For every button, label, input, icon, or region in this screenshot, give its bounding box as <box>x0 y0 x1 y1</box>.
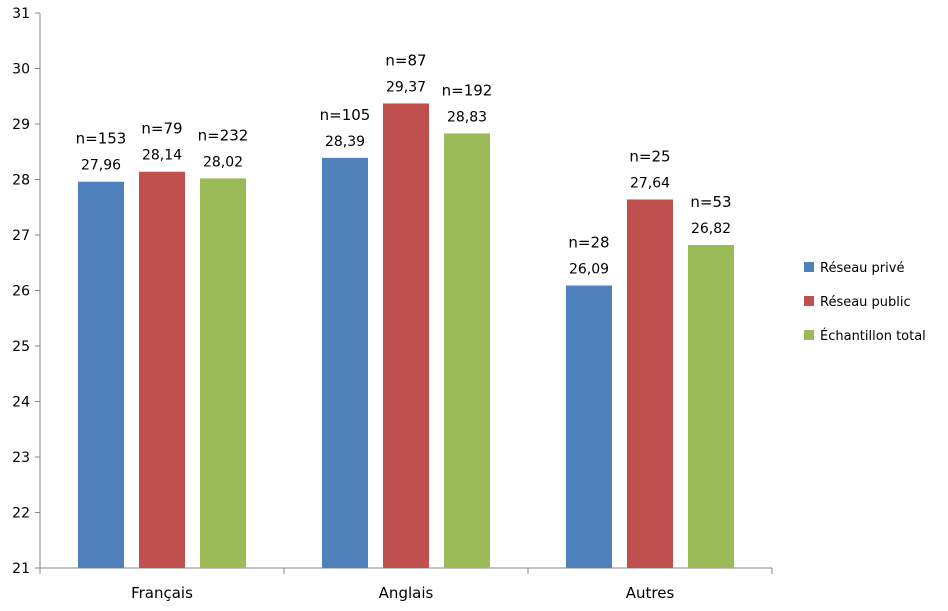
bar-n-label: n=153 <box>76 130 127 148</box>
y-tick-label: 22 <box>12 506 30 522</box>
bar-value-label: 28,39 <box>325 134 365 150</box>
bar-n-label: n=79 <box>141 120 182 138</box>
bar-value-label: 28,02 <box>203 154 243 170</box>
bar-n-label: n=105 <box>320 106 371 124</box>
bar-value-label: 27,64 <box>630 175 670 191</box>
legend-swatch <box>804 296 814 306</box>
bar <box>627 199 673 569</box>
bar <box>322 157 368 569</box>
y-tick-label: 23 <box>12 450 30 466</box>
bar-value-label: 26,82 <box>691 221 731 237</box>
legend-label: Réseau privé <box>820 261 904 276</box>
legend: Réseau privé Réseau public Échantillon tot… <box>804 261 926 344</box>
y-tick-label: 30 <box>12 62 30 78</box>
y-tick-label: 29 <box>12 117 30 133</box>
legend-swatch <box>804 262 814 272</box>
bar <box>200 178 246 568</box>
bar <box>78 181 124 568</box>
data-labels: 27,96 n=153 28,14 n=79 28,02 n=232 28,39 n=105 2… <box>76 51 732 277</box>
bar <box>688 244 734 569</box>
y-tick-label: 25 <box>12 339 30 355</box>
y-tick-label: 31 <box>12 6 30 22</box>
x-category-label: Anglais <box>379 584 434 602</box>
bar-value-label: 29,37 <box>386 79 426 95</box>
bar-value-label: 26,09 <box>569 262 609 278</box>
legend-swatch <box>804 330 814 340</box>
bar <box>139 171 185 569</box>
bars <box>78 103 734 569</box>
y-tick-label: 28 <box>12 173 30 189</box>
legend-label: Échantillon total <box>820 328 926 344</box>
legend-label: Réseau public <box>820 295 911 310</box>
bar-n-label: n=87 <box>385 51 426 69</box>
x-category-label: Autres <box>626 584 675 602</box>
y-tick-label: 21 <box>12 561 30 577</box>
bar-n-label: n=28 <box>568 234 609 252</box>
y-tick-label: 27 <box>12 228 30 244</box>
bar-n-label: n=53 <box>690 193 731 211</box>
x-category-label: Français <box>131 584 193 602</box>
bar-value-label: 27,96 <box>81 158 121 174</box>
bar <box>566 285 612 568</box>
bar-n-label: n=192 <box>442 81 493 99</box>
bar-n-label: n=232 <box>198 126 249 144</box>
bar <box>444 133 490 568</box>
bar-value-label: 28,14 <box>142 148 182 164</box>
y-tick-label: 26 <box>12 284 30 300</box>
bar <box>383 103 429 568</box>
y-tick-label: 24 <box>12 395 30 411</box>
bar-value-label: 28,83 <box>447 109 487 125</box>
bar-n-label: n=25 <box>629 147 670 165</box>
